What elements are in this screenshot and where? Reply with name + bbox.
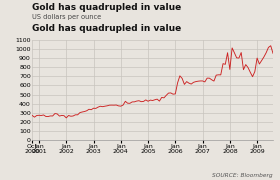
Text: Gold has quadrupled in value: Gold has quadrupled in value xyxy=(32,3,181,12)
Text: US dollars per ounce: US dollars per ounce xyxy=(32,14,101,19)
Text: Gold has quadrupled in value: Gold has quadrupled in value xyxy=(32,24,181,33)
Text: SOURCE: Bloomberg: SOURCE: Bloomberg xyxy=(212,173,273,178)
